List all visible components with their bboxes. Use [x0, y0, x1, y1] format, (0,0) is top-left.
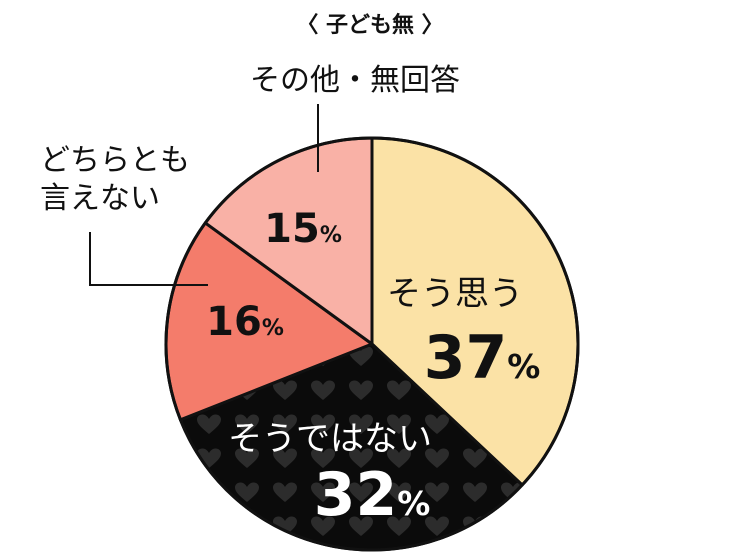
- data-label-other: 15%: [264, 206, 342, 252]
- data-label-neutral: 16%: [206, 299, 284, 345]
- category-label-other: その他・無回答: [250, 63, 460, 98]
- chart-title: 〈 子ども無 〉: [296, 12, 443, 38]
- category-label-agree: そう思う: [387, 274, 523, 314]
- data-label-disagree: 32%: [314, 460, 431, 530]
- data-label-agree: 37%: [424, 323, 541, 393]
- category-label-disagree: そうではない: [228, 419, 432, 459]
- pie-outline: [164, 136, 580, 552]
- pie-slices: [164, 136, 580, 552]
- leader-line-neutral: [89, 232, 208, 286]
- leader-lines: [89, 104, 319, 286]
- category-label-neutral-line-2: 言えない: [40, 181, 160, 216]
- category-label-neutral-line-1: どちらとも: [40, 143, 190, 178]
